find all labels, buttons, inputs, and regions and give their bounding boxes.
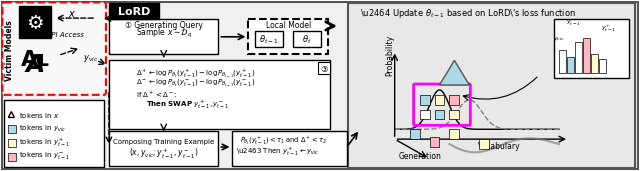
Text: x: x — [68, 9, 74, 19]
Text: $y_{vic}$: $y_{vic}$ — [83, 53, 99, 64]
FancyBboxPatch shape — [3, 2, 106, 95]
Bar — [348, 3, 635, 168]
Text: Generation: Generation — [398, 152, 441, 161]
Text: $y^+_{t-1}$: $y^+_{t-1}$ — [601, 24, 616, 34]
Bar — [429, 137, 440, 147]
Text: $(x, y_{vic}; y^+_{t-1}, y^-_{t-1})$: $(x, y_{vic}; y^+_{t-1}, y^-_{t-1})$ — [129, 147, 198, 161]
Text: $\Delta^+ \leftarrow \log P_{\theta_t}(y^+_{t-1}) - \log P_{\theta_{t-1}}(y^+_{t: $\Delta^+ \leftarrow \log P_{\theta_t}(y… — [136, 67, 255, 80]
Text: Probability: Probability — [385, 35, 394, 76]
Bar — [232, 131, 347, 166]
Text: Aʟ: Aʟ — [20, 50, 50, 70]
Bar — [293, 31, 321, 47]
Text: A: A — [26, 53, 45, 77]
Bar — [567, 57, 574, 73]
Text: $y_{vic}$: $y_{vic}$ — [553, 35, 565, 43]
Bar — [19, 6, 51, 38]
Bar — [449, 110, 460, 119]
Bar — [4, 100, 104, 167]
Bar — [575, 42, 582, 73]
Bar — [8, 125, 17, 133]
Text: $\theta_t$: $\theta_t$ — [302, 34, 312, 46]
Text: tokens in $x$: tokens in $x$ — [19, 111, 60, 120]
Bar — [479, 139, 489, 149]
Bar — [109, 131, 218, 166]
Bar — [435, 110, 444, 119]
Bar — [449, 129, 460, 139]
Bar — [420, 110, 429, 119]
Bar — [554, 19, 628, 78]
Text: Local Model: Local Model — [266, 22, 311, 30]
Text: tokens in $y^+_{t-1}$: tokens in $y^+_{t-1}$ — [19, 137, 70, 149]
Text: Then SWAP $y^+_{t-1}, y^-_{t-1}$: Then SWAP $y^+_{t-1}, y^-_{t-1}$ — [146, 98, 229, 111]
Text: Vocabulary: Vocabulary — [478, 142, 520, 152]
Text: ⚙: ⚙ — [26, 14, 44, 32]
Text: If $\Delta^+ < \Delta^-$:: If $\Delta^+ < \Delta^-$: — [136, 90, 177, 100]
Bar — [583, 38, 590, 73]
Bar — [109, 3, 159, 19]
Bar — [420, 95, 429, 105]
Bar — [449, 95, 460, 105]
Text: tokens in $y_{vic}$: tokens in $y_{vic}$ — [19, 124, 67, 134]
Text: LoRD: LoRD — [118, 7, 150, 17]
Text: Victim Models: Victim Models — [5, 20, 14, 81]
Bar — [8, 153, 17, 161]
Bar — [591, 54, 598, 73]
Bar — [559, 50, 566, 73]
Text: \u2463 Then $y^+_{t-1} \leftarrow y_{vic}$: \u2463 Then $y^+_{t-1} \leftarrow y_{vic… — [236, 146, 320, 158]
Text: $y^-_{t-1}$: $y^-_{t-1}$ — [566, 18, 582, 28]
Text: ② API Access: ② API Access — [38, 32, 84, 38]
Bar — [599, 59, 605, 73]
Bar — [410, 129, 420, 139]
Bar — [109, 19, 218, 54]
Bar — [8, 139, 17, 147]
Text: Composing Training Example: Composing Training Example — [113, 139, 214, 145]
Bar — [248, 19, 328, 54]
Bar — [318, 62, 330, 74]
Bar — [255, 31, 283, 47]
Text: \u2464 Update $\theta_{t-1}$ based on LoRD\'s loss function: \u2464 Update $\theta_{t-1}$ based on Lo… — [360, 7, 576, 20]
Text: tokens in $y^-_{t-1}$: tokens in $y^-_{t-1}$ — [19, 151, 70, 162]
Text: ③: ③ — [320, 65, 328, 74]
Text: $P_{\theta_t}(y^+_{t-1}) < \tau_1$ and $\Delta^+ < \tau_2$: $P_{\theta_t}(y^+_{t-1}) < \tau_1$ and $… — [241, 135, 328, 147]
Bar — [435, 95, 444, 105]
Polygon shape — [440, 60, 469, 85]
Text: ① Generating Query: ① Generating Query — [125, 22, 203, 30]
Text: $\Delta^- \leftarrow \log P_{\theta_t}(y^-_{t-1}) - \log P_{\theta_{t-1}}(y^-_{t: $\Delta^- \leftarrow \log P_{\theta_t}(y… — [136, 77, 255, 89]
Text: $\theta_{t-1}$: $\theta_{t-1}$ — [259, 34, 279, 46]
Bar — [109, 60, 330, 129]
Text: Sample $x \sim \mathcal{D}_q$: Sample $x \sim \mathcal{D}_q$ — [136, 27, 192, 40]
